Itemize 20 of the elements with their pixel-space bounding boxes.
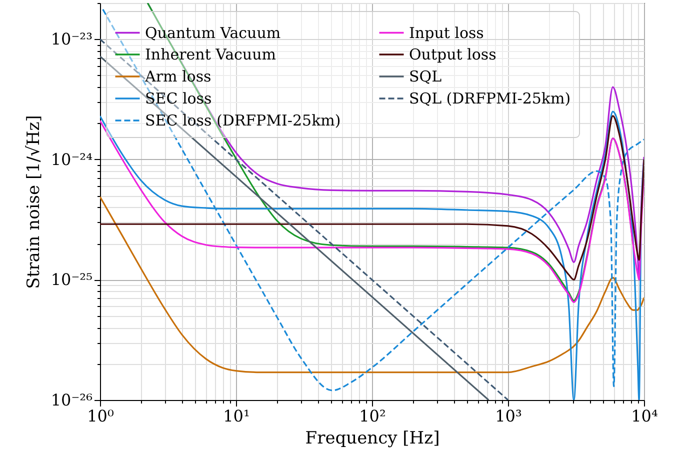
y-tick-label: 10⁻²⁵ (50, 270, 92, 290)
x-tick-label: 10² (359, 406, 386, 426)
legend-label: Inherent Vacuum (145, 46, 276, 64)
legend-label: SEC loss (145, 90, 212, 108)
y-tick-label: 10⁻²⁶ (50, 390, 92, 410)
legend-label: Output loss (409, 46, 496, 64)
x-tick-label: 10⁴ (631, 406, 658, 426)
legend-label: SEC loss (DRFPMI-25km) (145, 112, 341, 130)
legend-label: Input loss (409, 24, 484, 42)
legend-label: Arm loss (144, 68, 212, 86)
y-axis-title: Strain noise [1/√Hz] (24, 115, 44, 289)
x-axis-title: Frequency [Hz] (305, 428, 440, 448)
x-tick-label: 10⁰ (87, 406, 114, 426)
y-tick-label: 10⁻²⁴ (50, 150, 92, 169)
legend-label: Quantum Vacuum (145, 24, 281, 42)
legend-label: SQL (409, 68, 442, 86)
x-tick-label: 10¹ (223, 406, 250, 426)
y-tick-label: 10⁻²³ (50, 30, 92, 49)
x-tick-label: 10³ (495, 406, 522, 426)
legend-label: SQL (DRFPMI-25km) (409, 90, 571, 108)
